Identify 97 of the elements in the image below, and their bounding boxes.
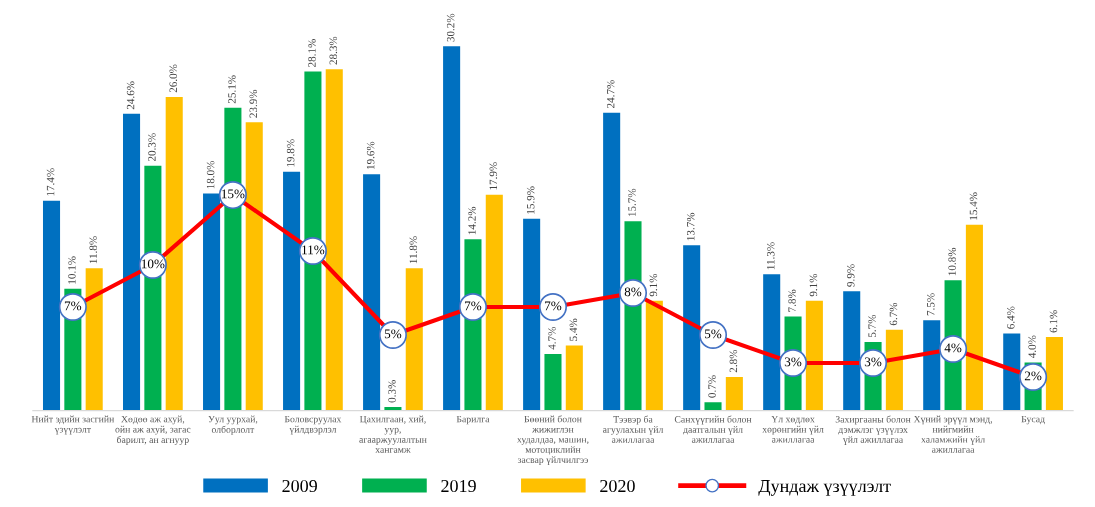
bar [885, 329, 903, 411]
data-label: 17.4% [46, 168, 55, 196]
data-label: 11.8% [89, 236, 98, 264]
bar [704, 402, 722, 411]
data-label: 30.2% [446, 13, 455, 42]
x-tick-label: Боловсруулах үйлдвэрлэл [284, 415, 342, 435]
bar [1003, 333, 1021, 411]
data-label: 15% [221, 189, 245, 199]
data-label: 6.4% [1007, 306, 1015, 329]
bar [283, 171, 301, 411]
x-tick-label: Үл хөдлөх хөрөнгийн үйл ажиллагаа [762, 415, 824, 443]
bar [165, 96, 183, 411]
x-tick-label: Цахилгаан, хий, уур, агааржуулалтын хангамж [359, 415, 427, 453]
bar [725, 376, 743, 411]
data-label: 15.4% [969, 192, 978, 220]
data-label: 28.1% [308, 39, 316, 67]
data-label: 20.3% [148, 133, 156, 162]
data-label: 24.7% [606, 80, 615, 108]
bar [245, 122, 263, 411]
data-label: 7% [545, 301, 562, 311]
x-tick-label: Санхүүгийн болон даатгалын үйл ажиллагаа [674, 415, 752, 443]
bar [603, 112, 621, 411]
data-label: 10.8% [948, 247, 956, 276]
data-label: 19.8% [286, 139, 295, 167]
bar [523, 218, 541, 411]
bar [763, 274, 781, 411]
data-label: 7% [465, 301, 482, 311]
data-label: 11% [302, 245, 325, 255]
x-tick-label: Барилга [456, 415, 490, 425]
bar [203, 193, 221, 411]
data-label: 0.7% [708, 375, 716, 398]
x-tick-label: Тээвэр ба агуулахын үйл ажиллагаа [602, 415, 664, 443]
bar [923, 320, 941, 411]
bar [443, 46, 461, 411]
data-label: 13.7% [686, 212, 695, 241]
x-tick-label: Бусад [1021, 415, 1045, 425]
data-label: 0.3% [388, 380, 396, 403]
data-label: 8% [624, 287, 642, 297]
bar [565, 345, 583, 411]
data-label: 4.7% [548, 327, 556, 350]
data-label: 5.7% [868, 314, 876, 338]
bar [405, 268, 423, 411]
x-tick-label: Бөөний болон жижиглэн худалдаа, машин, мотоциклийн засвар үйлчилгээ [517, 415, 589, 466]
data-label: 11.3% [766, 242, 775, 270]
data-label: 2% [1024, 371, 1042, 381]
data-label: 28.3% [329, 36, 338, 65]
data-label: 15.9% [526, 186, 535, 214]
data-label: 17.9% [489, 162, 498, 190]
bar [85, 268, 103, 411]
data-label: 4% [944, 343, 962, 353]
bar [363, 174, 381, 411]
data-label: 7.8% [788, 289, 796, 312]
bar [325, 69, 343, 411]
data-label: 2.8% [729, 349, 738, 373]
data-label: 15.7% [628, 188, 636, 217]
data-label: 7.5% [927, 293, 935, 316]
bar [123, 113, 141, 411]
data-label: 14.2% [468, 206, 476, 235]
x-tick-label: Нийт эдийн засгийн үзүүлэлт [31, 415, 115, 435]
data-label: 3% [864, 357, 882, 367]
legend-label: 2020 [600, 479, 635, 493]
data-label: 10.1% [68, 256, 76, 284]
bar [805, 300, 823, 411]
data-label: 11.8% [409, 236, 418, 264]
x-tick-label: Захиргааны болон дэмжлэг үзүүлэх үйл ажиллагаа [835, 415, 911, 445]
x-tick-label: Хөдөө аж ахуй, ойн аж ахуй, загас барилт, ан агнуур [115, 415, 191, 445]
bar [42, 200, 61, 411]
bar [485, 194, 503, 411]
data-label: 24.6% [126, 81, 135, 110]
data-label: 19.6% [366, 141, 375, 170]
x-tick-label: Хүний эрүүл мэнд, нийгмийн халамжийн үйл ажиллагаа [913, 415, 992, 453]
bar [544, 353, 562, 411]
data-label: 23.9% [249, 89, 258, 118]
bar [683, 245, 701, 411]
data-label: 18.0% [206, 160, 215, 189]
data-label: 5% [704, 329, 722, 339]
data-label: 9.9% [847, 264, 855, 287]
data-label: 9.1% [809, 273, 818, 297]
bar [965, 224, 983, 411]
bar [645, 300, 663, 411]
legend-label: 2019 [441, 479, 476, 493]
data-label: 10% [141, 259, 165, 269]
data-label: 5% [384, 329, 402, 339]
data-label: 4.0% [1028, 335, 1036, 359]
data-label: 9.1% [649, 273, 658, 297]
x-tick-label: Уул уурхай, олборлолт [208, 415, 258, 435]
data-label: 6.1% [1049, 310, 1058, 333]
legend-label: 2009 [282, 479, 317, 493]
bar [843, 291, 861, 411]
bar [1045, 337, 1063, 411]
data-label: 5.4% [569, 318, 578, 341]
data-label: 6.7% [889, 302, 898, 326]
data-label: 7% [64, 301, 82, 311]
data-label: 25.1% [228, 75, 236, 104]
data-label: 3% [784, 357, 802, 367]
legend-label: Дундаж үзүүлэлт [758, 480, 891, 496]
data-label: 26.0% [169, 64, 178, 93]
